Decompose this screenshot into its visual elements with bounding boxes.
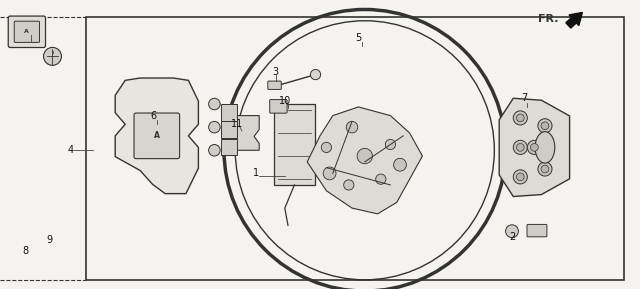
- Circle shape: [513, 111, 527, 125]
- Circle shape: [527, 140, 541, 154]
- FancyBboxPatch shape: [221, 104, 237, 121]
- Circle shape: [209, 121, 220, 133]
- FancyBboxPatch shape: [8, 16, 45, 47]
- Text: FR.: FR.: [538, 14, 558, 24]
- Text: 7: 7: [522, 93, 528, 103]
- FancyBboxPatch shape: [221, 139, 237, 155]
- FancyArrow shape: [566, 12, 582, 28]
- Circle shape: [323, 167, 336, 180]
- Circle shape: [516, 114, 524, 122]
- Text: A: A: [154, 131, 160, 140]
- Polygon shape: [115, 78, 198, 194]
- Text: 10: 10: [278, 96, 291, 106]
- Circle shape: [506, 225, 518, 238]
- Text: 8: 8: [22, 247, 29, 256]
- Circle shape: [385, 139, 396, 150]
- FancyBboxPatch shape: [14, 21, 40, 42]
- Circle shape: [321, 142, 332, 153]
- Circle shape: [357, 148, 372, 164]
- Bar: [86, 17, 624, 280]
- Text: 4: 4: [67, 145, 74, 155]
- Text: 11: 11: [230, 119, 243, 129]
- Circle shape: [538, 119, 552, 133]
- Text: 5: 5: [355, 33, 362, 42]
- FancyBboxPatch shape: [527, 225, 547, 237]
- FancyBboxPatch shape: [269, 100, 287, 113]
- FancyBboxPatch shape: [268, 81, 282, 89]
- Circle shape: [310, 69, 321, 80]
- FancyBboxPatch shape: [274, 104, 316, 185]
- Circle shape: [346, 121, 358, 133]
- FancyBboxPatch shape: [134, 113, 180, 159]
- Circle shape: [541, 122, 549, 130]
- Circle shape: [44, 47, 61, 65]
- Circle shape: [541, 165, 549, 173]
- Circle shape: [531, 144, 538, 151]
- Circle shape: [376, 174, 386, 184]
- Polygon shape: [234, 116, 259, 150]
- Polygon shape: [499, 98, 570, 197]
- Circle shape: [516, 173, 524, 181]
- FancyBboxPatch shape: [221, 121, 237, 138]
- Circle shape: [394, 158, 406, 171]
- Circle shape: [516, 144, 524, 151]
- Circle shape: [209, 98, 220, 110]
- Text: 1: 1: [253, 168, 259, 178]
- Text: 9: 9: [46, 235, 52, 245]
- Text: A: A: [24, 29, 29, 34]
- Circle shape: [538, 162, 552, 176]
- Polygon shape: [307, 107, 422, 214]
- Text: 6: 6: [150, 111, 157, 121]
- Text: 2: 2: [509, 232, 515, 242]
- Circle shape: [209, 144, 220, 156]
- Text: 3: 3: [272, 67, 278, 77]
- Circle shape: [344, 180, 354, 190]
- Circle shape: [513, 170, 527, 184]
- Ellipse shape: [535, 132, 555, 163]
- Circle shape: [513, 140, 527, 154]
